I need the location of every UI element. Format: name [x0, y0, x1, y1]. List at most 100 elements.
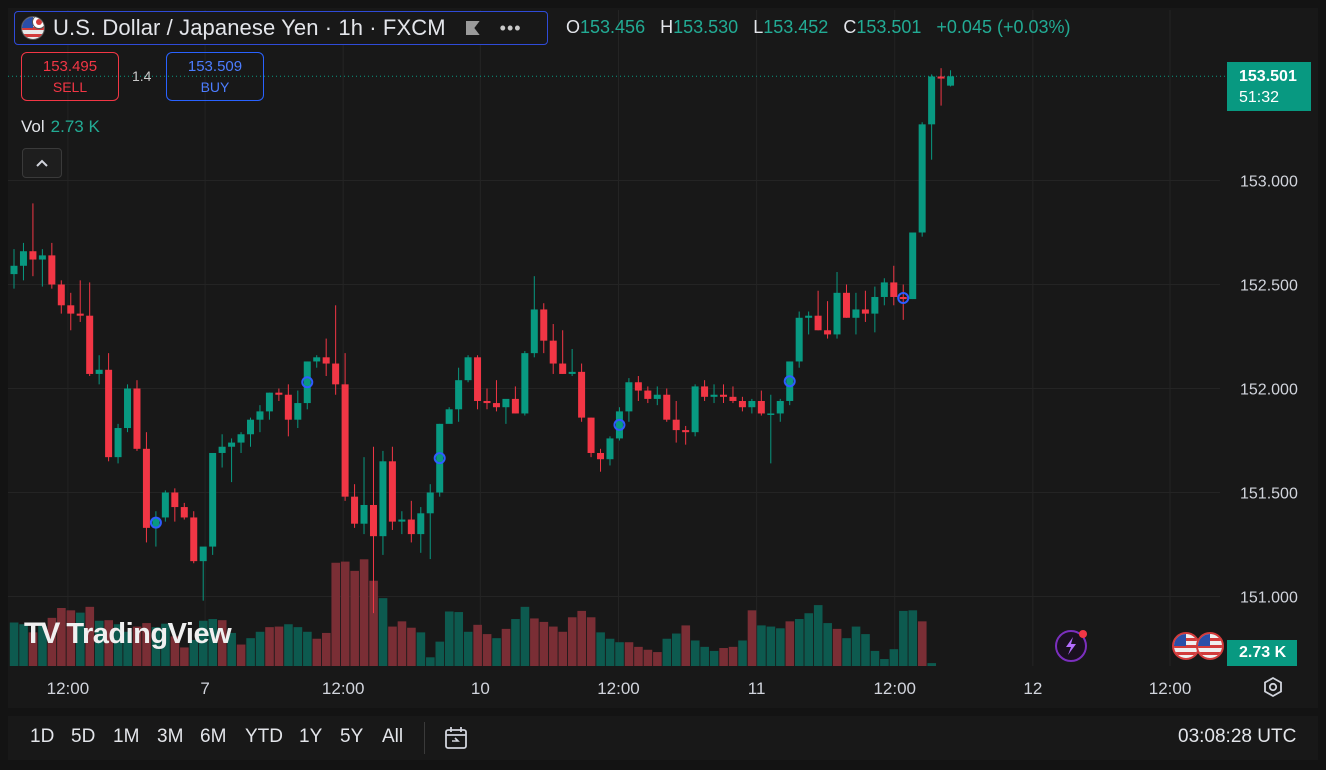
volume-bar — [870, 650, 880, 666]
volume-bar — [842, 638, 851, 666]
sell-button[interactable]: 153.495 SELL — [21, 52, 119, 101]
candle-body — [748, 400, 756, 408]
candle-body — [426, 492, 434, 514]
timeframe-1d[interactable]: 1D — [30, 726, 55, 747]
volume-bar — [463, 631, 473, 666]
tradingview-text: TradingView — [66, 617, 232, 650]
volume-bar — [284, 624, 293, 666]
volume-bar — [274, 626, 284, 666]
close-label: C — [843, 17, 857, 37]
candle-body — [67, 305, 75, 314]
buy-button[interactable]: 153.509 BUY — [166, 52, 264, 101]
volume-bar — [199, 620, 208, 666]
candle-body — [19, 251, 27, 266]
time-tick-label: 12:00 — [47, 679, 90, 698]
us-event-flag-icon[interactable] — [1172, 632, 1200, 660]
volume-bar — [700, 646, 709, 666]
chart-area[interactable] — [8, 8, 1318, 708]
volume-bar — [113, 624, 123, 666]
volume-bar — [255, 631, 265, 666]
candle-body — [152, 517, 160, 528]
candle-body — [303, 361, 311, 404]
volume-bar — [189, 639, 199, 666]
timeframe-1m[interactable]: 1M — [113, 726, 140, 747]
candle-body — [388, 461, 396, 522]
volume-bar — [917, 621, 927, 666]
candle-body — [937, 76, 945, 79]
candle-body — [909, 232, 917, 300]
timeframe-3m[interactable]: 3M — [157, 726, 184, 747]
candle-body — [95, 369, 103, 374]
volume-price-tag: 2.73 K — [1227, 640, 1297, 666]
volume-bar — [880, 659, 889, 666]
calendar-goto-icon[interactable] — [442, 724, 470, 752]
gear-icon[interactable] — [1262, 676, 1284, 698]
candle-body — [672, 419, 680, 431]
price-tick-label: 152.000 — [1240, 382, 1298, 399]
collapse-legend-button[interactable] — [22, 148, 62, 178]
change-value: +0.045 (+0.03%) — [936, 17, 1071, 37]
candle-body — [10, 265, 18, 275]
volume-bar — [180, 647, 189, 666]
utc-clock[interactable]: 03:08:28 UTC — [1178, 726, 1297, 747]
low-value: 153.452 — [763, 17, 829, 37]
volume-bar — [577, 610, 586, 666]
more-icon[interactable]: ••• — [499, 18, 522, 38]
timeframe-5y[interactable]: 5Y — [340, 726, 364, 747]
price-chart[interactable]: 153.000 152.500 152.000 151.500 151.000 12:00… — [0, 0, 1326, 710]
volume-bar — [738, 640, 747, 666]
chevron-up-icon — [36, 159, 48, 167]
volume-bars — [9, 559, 937, 666]
volume-bar — [246, 638, 255, 666]
volume-bar — [908, 610, 918, 666]
high-label: H — [660, 17, 674, 37]
candle-body — [492, 403, 500, 408]
flag-marker-icon[interactable] — [465, 21, 480, 35]
candle-body — [682, 430, 690, 433]
candle-body — [180, 507, 188, 518]
price-tick-label: 152.500 — [1240, 278, 1298, 295]
close-value: 153.501 — [856, 17, 922, 37]
volume-bar — [586, 617, 596, 666]
candle-body — [379, 461, 387, 537]
volume-bar — [57, 608, 66, 666]
timeframe-ytd[interactable]: YTD — [245, 726, 283, 747]
timeframe-1y[interactable]: 1Y — [299, 726, 323, 747]
tradingview-watermark[interactable]: TV TradingView — [24, 617, 232, 651]
candle-body — [417, 513, 425, 535]
volume-bar — [511, 619, 520, 666]
volume-bar — [596, 632, 605, 666]
timeframe-all[interactable]: All — [382, 726, 404, 747]
candle-body — [199, 546, 207, 562]
volume-bar — [359, 559, 369, 666]
volume-bar — [435, 641, 445, 666]
candle-body — [833, 292, 841, 335]
volume-bar — [785, 621, 795, 666]
timeframe-5d[interactable]: 5D — [71, 726, 96, 747]
volume-bar — [813, 605, 823, 666]
volume-bar — [823, 623, 832, 666]
volume-bar — [719, 648, 728, 666]
candle-body — [587, 417, 595, 453]
volume-bar — [672, 633, 681, 666]
timeframe-6m[interactable]: 6M — [200, 726, 227, 747]
candle-body — [805, 315, 813, 318]
volume-bar — [397, 621, 407, 666]
volume-bar — [444, 611, 454, 666]
volume-bar — [861, 634, 870, 666]
volume-bar — [653, 652, 662, 666]
volume-legend[interactable]: Vol 2.73 K — [21, 117, 100, 137]
bolt-shape — [1066, 637, 1076, 655]
candle-body — [530, 309, 538, 354]
volume-bar — [407, 627, 416, 666]
candle-body — [209, 452, 217, 547]
us-event-flag-icon-2[interactable] — [1196, 632, 1224, 660]
volume-bar — [19, 624, 28, 666]
candle-body — [720, 394, 727, 397]
ohlc-legend: O153.456 H153.530 L153.452 C153.501 +0.0… — [566, 17, 1081, 38]
candle-body — [284, 394, 292, 420]
open-label: O — [566, 17, 581, 37]
symbol-search[interactable]: U.S. Dollar / Japanese Yen · 1h · FXCM •… — [14, 11, 548, 45]
candle-body — [436, 423, 444, 493]
symbol-title[interactable]: U.S. Dollar / Japanese Yen · 1h · FXCM — [53, 15, 446, 40]
